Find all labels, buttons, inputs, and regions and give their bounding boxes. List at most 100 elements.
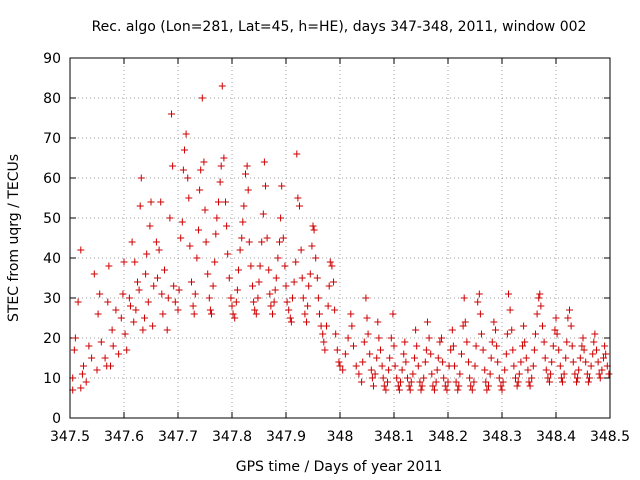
data-point [266, 290, 274, 298]
data-point [497, 382, 505, 390]
data-point [406, 386, 414, 394]
data-point [552, 314, 560, 322]
data-point [169, 162, 177, 170]
data-point [355, 370, 363, 378]
data-point [90, 270, 98, 278]
data-point [591, 330, 599, 338]
data-point [563, 338, 571, 346]
data-point [418, 382, 426, 390]
x-tick-label: 347.8 [212, 429, 252, 445]
data-point [493, 342, 501, 350]
data-point [323, 322, 330, 330]
data-point [78, 370, 86, 378]
data-point [568, 342, 576, 350]
data-point [82, 378, 90, 386]
data-point [517, 358, 525, 366]
data-point [375, 334, 383, 342]
data-point [548, 358, 556, 366]
data-point [547, 370, 555, 378]
data-point [366, 350, 374, 358]
data-point [520, 322, 528, 330]
data-point [236, 246, 244, 254]
data-point [475, 290, 483, 298]
data-point [293, 150, 301, 158]
data-point [378, 362, 386, 370]
data-point [117, 314, 125, 322]
data-point [88, 354, 96, 362]
data-point [265, 266, 273, 274]
data-point [380, 382, 388, 390]
y-tick-label: 50 [43, 211, 61, 227]
data-point [347, 310, 355, 318]
data-point [371, 370, 379, 378]
data-point [193, 254, 201, 262]
plot-frame [69, 57, 611, 419]
data-point [416, 378, 424, 386]
data-point [259, 210, 267, 218]
data-point [533, 310, 541, 318]
data-point [123, 346, 131, 354]
data-point [393, 374, 401, 382]
data-point [242, 170, 249, 178]
data-point [223, 222, 231, 230]
data-point [326, 258, 334, 266]
data-point [174, 306, 182, 314]
data-point [315, 310, 323, 318]
data-point [583, 370, 591, 378]
data-point [377, 346, 384, 354]
data-point [228, 302, 236, 310]
data-point [512, 374, 519, 382]
data-point [136, 202, 144, 210]
data-point [171, 298, 179, 306]
data-point [325, 282, 333, 290]
data-point [360, 338, 368, 346]
data-point [514, 378, 522, 386]
data-point [142, 270, 150, 278]
data-point [362, 294, 370, 302]
data-point [367, 366, 375, 374]
data-point [231, 314, 239, 322]
data-point [283, 298, 291, 306]
data-point [541, 354, 549, 362]
data-point [256, 262, 264, 270]
data-point [70, 346, 78, 354]
data-point [190, 310, 198, 318]
data-point [205, 294, 213, 302]
data-point [422, 346, 430, 354]
data-point [312, 254, 320, 262]
data-point [499, 378, 507, 386]
data-point [456, 370, 464, 378]
data-point [394, 382, 402, 390]
data-point [537, 302, 545, 310]
x-tick-label: 348.2 [428, 429, 468, 445]
data-point [407, 378, 415, 386]
data-point [141, 314, 149, 322]
data-point [425, 334, 433, 342]
data-point [304, 302, 312, 310]
data-point [515, 370, 523, 378]
data-point [285, 306, 293, 314]
x-tick-label: 348.1 [374, 429, 414, 445]
data-point [245, 238, 253, 246]
data-point [313, 274, 321, 282]
data-point [590, 338, 598, 346]
data-point [130, 318, 138, 326]
data-point [240, 202, 248, 210]
data-point [105, 262, 113, 270]
data-point [476, 310, 484, 318]
data-point [503, 330, 511, 338]
data-point [509, 346, 517, 354]
data-point [502, 350, 510, 358]
data-point [185, 194, 193, 202]
data-point [487, 354, 495, 362]
data-point [467, 382, 475, 390]
data-point [180, 146, 188, 154]
data-point [358, 378, 366, 386]
data-point [196, 186, 204, 194]
data-point [454, 386, 462, 394]
data-point [163, 326, 171, 334]
data-point [567, 322, 575, 330]
data-point [277, 214, 285, 222]
data-point [244, 186, 252, 194]
data-point [605, 370, 613, 378]
